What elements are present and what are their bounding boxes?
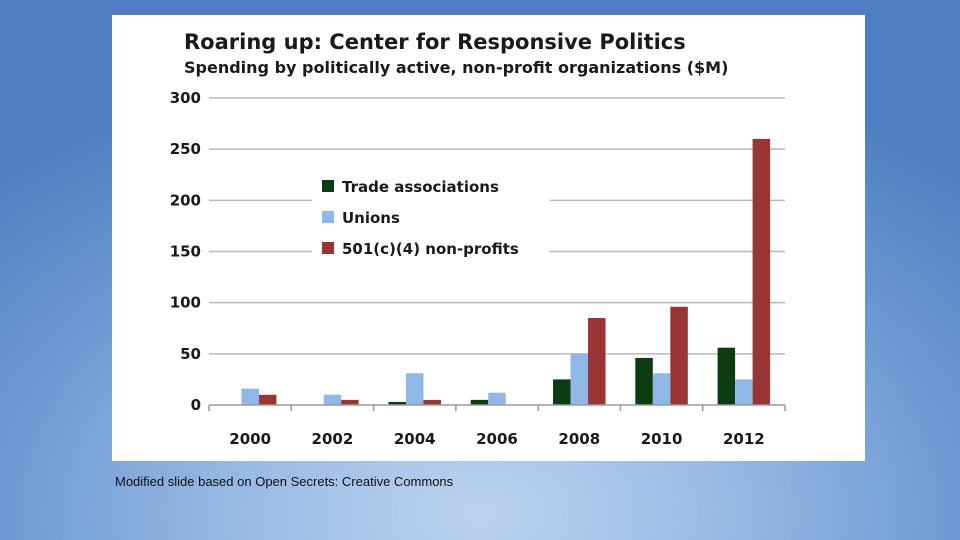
bar-501-c-4-non-profits-2010 (670, 306, 688, 405)
bar-trade-associations-2008 (553, 379, 571, 405)
x-tick-label: 2006 (476, 430, 518, 448)
y-tick-label: 50 (180, 345, 201, 363)
chart-panel: Roaring up: Center for Responsive Politi… (112, 15, 865, 461)
x-tick-label: 2012 (723, 430, 765, 448)
y-tick-label: 300 (170, 89, 201, 107)
bar-501-c-4-non-profits-2008 (588, 318, 606, 405)
bar-501-c-4-non-profits-2012 (752, 138, 771, 405)
bar-501-c-4-non-profits-2004 (423, 399, 441, 405)
bar-trade-associations-2012 (717, 347, 736, 405)
legend-label: Unions (342, 209, 400, 227)
bar-unions-2000 (241, 388, 259, 405)
y-tick-label: 200 (170, 191, 201, 209)
bar-unions-2004 (405, 373, 424, 405)
x-tick-label: 2002 (312, 430, 354, 448)
y-tick-label: 150 (170, 243, 201, 261)
bar-unions-2006 (488, 392, 506, 405)
bar-trade-associations-2010 (635, 357, 653, 405)
source-caption: Modified slide based on Open Secrets: Cr… (115, 474, 454, 489)
x-tick-label: 2010 (641, 430, 683, 448)
bar-unions-2008 (570, 353, 589, 405)
legend-swatch (322, 242, 334, 254)
legend-swatch (322, 211, 334, 223)
legend-label: 501(c)(4) non-profits (342, 240, 519, 258)
bar-unions-2002 (323, 394, 342, 405)
x-tick-label: 2000 (229, 430, 271, 448)
x-tick-label: 2004 (394, 430, 436, 448)
legend-swatch (322, 180, 334, 192)
y-tick-label: 100 (170, 294, 201, 312)
bar-trade-associations-2004 (388, 401, 406, 405)
bar-501-c-4-non-profits-2002 (341, 399, 359, 405)
chart-title: Roaring up: Center for Responsive Politi… (184, 30, 686, 54)
bar-trade-associations-2006 (470, 399, 489, 405)
legend-label: Trade associations (342, 178, 499, 196)
bar-unions-2012 (735, 379, 753, 405)
bar-501-c-4-non-profits-2000 (258, 394, 277, 405)
bar-unions-2010 (652, 373, 671, 405)
y-tick-label: 250 (170, 140, 201, 158)
y-tick-label: 0 (191, 396, 201, 414)
x-tick-label: 2008 (558, 430, 600, 448)
chart-subtitle: Spending by politically active, non-prof… (184, 58, 728, 77)
legend-background (312, 170, 550, 270)
bar-chart: Roaring up: Center for Responsive Politi… (170, 30, 786, 448)
